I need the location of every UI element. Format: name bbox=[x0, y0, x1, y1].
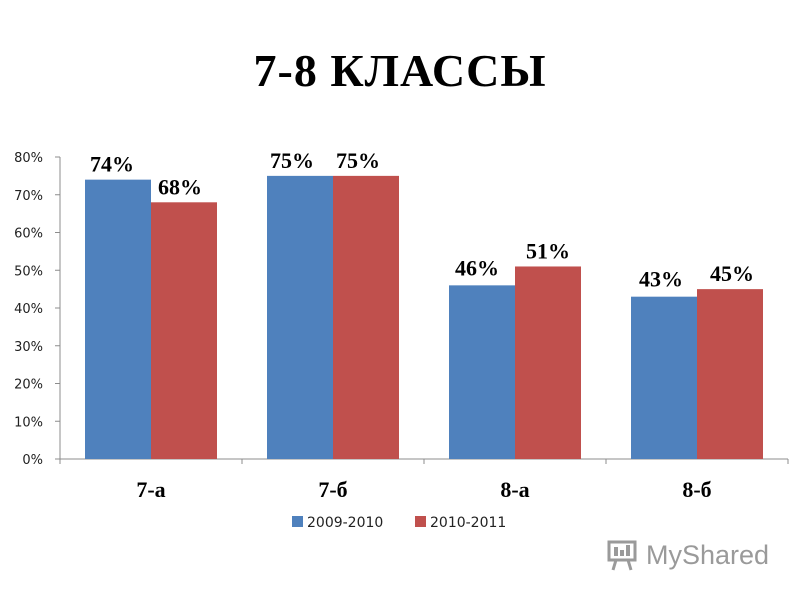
y-tick-label: 40% bbox=[14, 302, 43, 317]
legend-label: 2009-2010 bbox=[307, 515, 383, 531]
y-tick-label: 30% bbox=[14, 340, 43, 355]
category-labels-group: 7-а 7-б 8-а 8-б bbox=[136, 477, 711, 502]
y-tick-label: 50% bbox=[14, 264, 43, 279]
bar-1 bbox=[631, 296, 697, 459]
watermark: MyShared bbox=[606, 536, 769, 574]
data-label: 74% bbox=[90, 152, 134, 177]
y-tick-label: 70% bbox=[14, 189, 43, 204]
data-label: 68% bbox=[158, 174, 202, 199]
bar-2 bbox=[515, 266, 581, 459]
data-label: 75% bbox=[270, 148, 314, 173]
y-tick-label: 80% bbox=[14, 151, 43, 166]
legend: 2009-2010 2010-2011 bbox=[292, 515, 506, 531]
y-tick-label: 60% bbox=[14, 227, 43, 242]
category-label: 7-а bbox=[136, 477, 165, 502]
category-label: 8-а bbox=[500, 477, 529, 502]
category-label: 7-б bbox=[318, 477, 347, 502]
category-label: 8-б bbox=[682, 477, 711, 502]
data-label: 51% bbox=[526, 238, 570, 263]
bar-2 bbox=[697, 289, 763, 459]
bar-1 bbox=[267, 175, 333, 459]
y-tick-label: 0% bbox=[22, 453, 43, 468]
data-labels-group: 74% 68% 75% 75% 46% 51% 43% 45% bbox=[90, 148, 754, 292]
data-label: 75% bbox=[336, 148, 380, 173]
bar-2 bbox=[333, 175, 399, 459]
legend-label: 2010-2011 bbox=[430, 515, 506, 531]
legend-swatch bbox=[415, 516, 426, 527]
data-label: 46% bbox=[455, 255, 499, 280]
presentation-board-icon bbox=[607, 540, 637, 571]
bar-1 bbox=[449, 285, 515, 459]
bar-2 bbox=[151, 202, 217, 460]
data-label: 43% bbox=[639, 267, 683, 292]
data-label: 45% bbox=[710, 261, 754, 286]
y-tick-label: 10% bbox=[14, 415, 43, 430]
watermark-text: MyShared bbox=[646, 539, 770, 570]
y-tick-label: 20% bbox=[14, 378, 43, 393]
bars-group bbox=[85, 175, 763, 460]
chart-title: 7-8 КЛАССЫ bbox=[253, 45, 547, 96]
legend-swatch bbox=[292, 516, 303, 527]
y-axis: 0% 10% 20% 30% 40% 50% 60% 70% 80% bbox=[14, 151, 789, 468]
bar-1 bbox=[85, 179, 151, 459]
